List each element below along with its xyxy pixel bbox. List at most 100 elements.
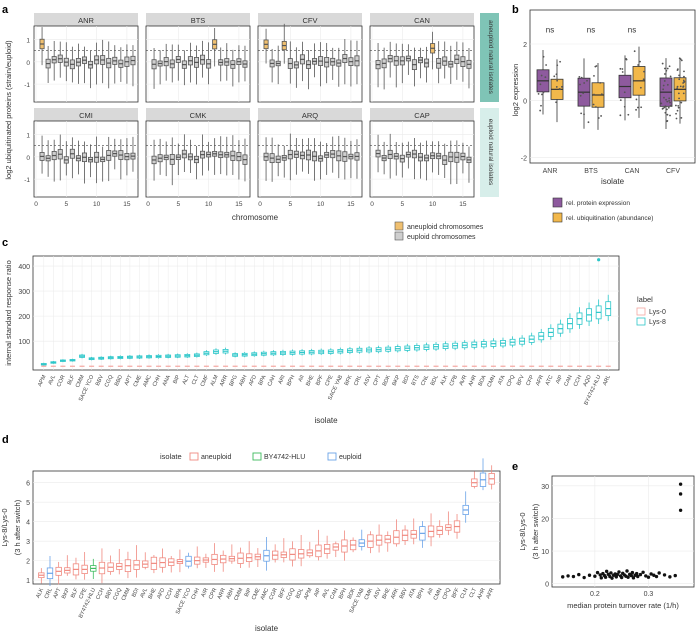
legend-title: label (637, 295, 653, 304)
data-point (677, 104, 680, 107)
data-point (561, 85, 563, 88)
scatter-point (577, 572, 581, 577)
data-point (678, 74, 680, 77)
x-tick-label: AIP (313, 587, 322, 598)
data-point (625, 58, 628, 61)
data-point (669, 101, 671, 104)
x-axis-title: isolate (601, 177, 625, 186)
x-tick-label: CMM (121, 587, 132, 602)
facet-strip (34, 108, 138, 121)
data-point (637, 106, 639, 109)
facet-strip (370, 13, 474, 26)
x-tick-label: BPH (338, 587, 348, 600)
data-point (621, 71, 624, 73)
x-tick-label: CPQ (506, 374, 517, 388)
legend-label-ubiquitination: rel. ubiquitination (abundance) (566, 215, 653, 222)
significance-label: ns (628, 26, 636, 35)
data-point (668, 65, 671, 68)
y-tick-label: 100 (18, 339, 30, 346)
data-point (680, 59, 683, 62)
x-tick-label: BPG (229, 374, 239, 387)
scatter-point (641, 570, 645, 575)
data-point (669, 104, 672, 107)
y-axis-title-line2: (3 h after switch) (13, 499, 22, 555)
panel-letter-e: e (512, 461, 518, 473)
legend-key (327, 452, 337, 461)
legend-label-aneuploid: aneuploid chromosomes (407, 224, 484, 231)
x-tick-label: CPT (372, 374, 382, 387)
scatter-point (630, 570, 635, 575)
x-tick-label: CFP (525, 374, 535, 387)
x-tick-label: BTS (411, 374, 421, 387)
data-point (580, 112, 583, 115)
x-tick-label: APT (124, 374, 134, 387)
x-tick-label: BDI (402, 374, 412, 385)
x-tick-label: APT (53, 587, 63, 600)
x-tick-label: CAH (267, 374, 277, 387)
facet-strip-label: CAP (414, 111, 429, 120)
legend-title: isolate (160, 452, 182, 461)
x-tick-label: BDK (347, 587, 357, 600)
legend-key-aneuploid (394, 221, 404, 231)
x-tick-label: 10 (93, 201, 101, 208)
data-point (680, 101, 683, 104)
y-axis-title: log2 expression (511, 64, 520, 117)
facet-strip-label: CMK (190, 111, 207, 120)
x-axis-title: chromosome (232, 213, 279, 222)
data-point (683, 75, 685, 78)
x-tick-label: BPH (416, 587, 426, 600)
x-tick-label: CFV (666, 168, 680, 175)
facet-strip-label: BTS (191, 16, 206, 25)
data-point (593, 93, 595, 96)
scatter-point (566, 574, 570, 578)
facet-strip-label: ARQ (302, 111, 318, 120)
scatter-point (599, 576, 603, 580)
data-point (639, 60, 641, 63)
panel-letter-d: d (2, 434, 9, 446)
x-tick-label: ABH (238, 374, 248, 387)
data-point (540, 104, 542, 107)
x-tick-label: BDI (131, 587, 141, 598)
y-tick-label: 2 (26, 559, 30, 566)
x-tick-label: BFV (516, 374, 526, 387)
x-tick-label: ALM (210, 374, 220, 387)
legend-key (252, 452, 262, 461)
legend-label: euploid (339, 454, 362, 461)
x-tick-label: ARR (219, 374, 229, 387)
scatter-point (644, 574, 648, 578)
data-point (637, 64, 639, 66)
x-tick-label: ANA (162, 374, 172, 387)
data-point (556, 64, 559, 67)
x-tick-label: BKP (61, 587, 71, 600)
data-point (545, 64, 548, 66)
x-tick-label: APM (303, 587, 314, 601)
data-point (677, 106, 680, 109)
x-tick-label: CHH (191, 587, 201, 600)
legend-label-euploid: euploid chromosomes (407, 234, 476, 241)
data-point (594, 106, 597, 108)
data-point (540, 74, 543, 77)
x-tick-label: BLF (67, 374, 77, 386)
data-point (592, 103, 595, 106)
x-tick-label: 5 (400, 201, 404, 208)
data-point (556, 79, 559, 82)
scatter-point (615, 572, 620, 577)
data-point (676, 87, 679, 90)
x-tick-label: CRL (353, 374, 363, 387)
y-tick-label: 4 (26, 520, 30, 527)
x-tick-label: AIR (200, 587, 209, 598)
x-tick-label: CGR (268, 587, 279, 601)
x-tick-label: ANR (543, 168, 558, 175)
data-point (661, 107, 664, 110)
facet-strip-label: CFV (303, 16, 318, 25)
scatter-point (610, 576, 614, 580)
x-tick-label: AIP (555, 374, 564, 385)
y-tick-label: 0 (26, 60, 30, 67)
x-tick-label: CMN (433, 587, 444, 601)
significance-label: ns (546, 26, 554, 35)
data-point (559, 88, 562, 91)
x-tick-label: BPA (258, 374, 268, 386)
data-point (633, 50, 636, 53)
x-tick-label: AMC (142, 374, 153, 388)
y-tick-label: -1 (24, 82, 30, 89)
